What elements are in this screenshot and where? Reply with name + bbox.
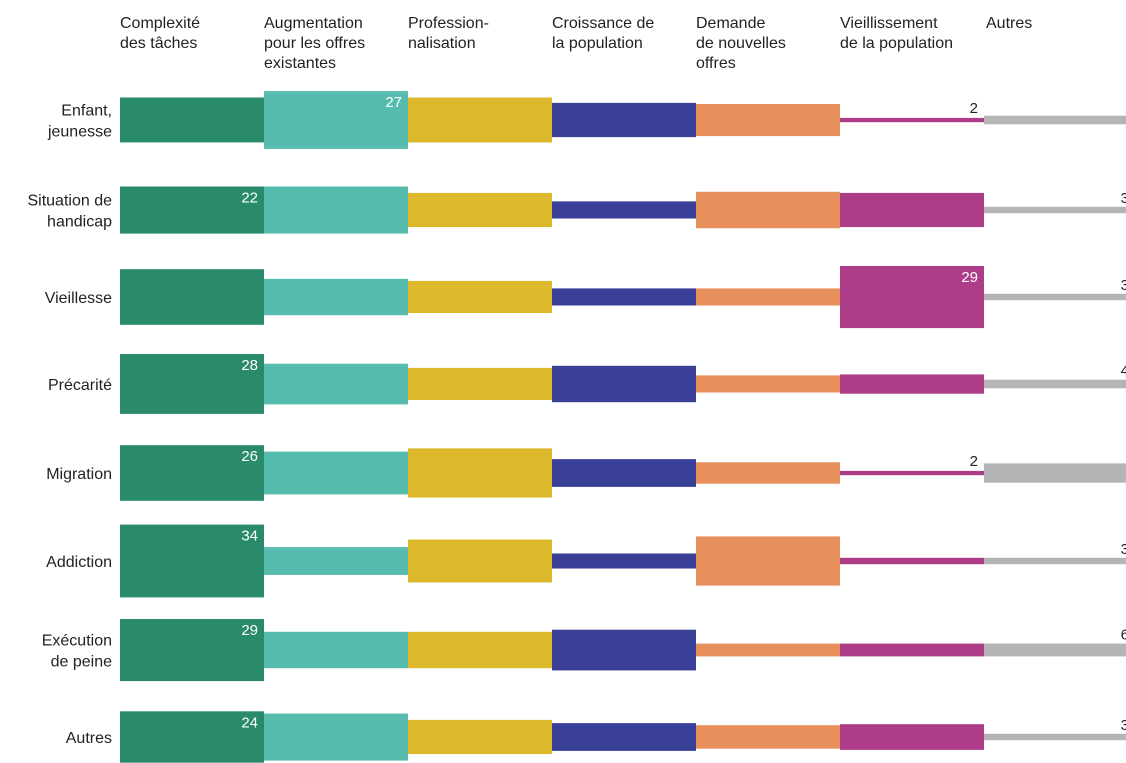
value-label: 27	[385, 94, 402, 111]
category-row: Précarité 28 4	[48, 354, 1126, 414]
value-label: 29	[241, 622, 258, 639]
bar-segment	[264, 91, 408, 149]
bar-segment	[984, 379, 1126, 389]
value-label: 2	[970, 453, 978, 470]
row-label: Vieillesse	[45, 290, 112, 307]
bar-segment	[120, 186, 264, 234]
column-header-2: Augmentation pour les offres existantes	[264, 15, 365, 72]
category-row: Exécution de peine 29 6	[42, 619, 1126, 682]
column-header-6: Vieillissement de la population	[840, 15, 953, 52]
column-header-5: Demande de nouvelles offres	[696, 15, 786, 72]
bar-segment	[984, 115, 1126, 125]
bar-segment	[264, 278, 408, 316]
bar-segment	[264, 547, 408, 575]
column-headers: Complexité des tâches Augmentation pour les…	[120, 15, 1032, 72]
bar-segment	[840, 557, 984, 565]
bar-segment	[264, 451, 408, 495]
category-row: Autres 24 3	[66, 711, 1126, 763]
bar-segment	[120, 445, 264, 501]
column-header-3: Profession-nalisation	[408, 15, 489, 52]
bar-segment	[264, 713, 408, 761]
bar-segment	[984, 293, 1126, 301]
bar-segment	[984, 643, 1126, 657]
row-label: Exécution de peine	[42, 633, 112, 671]
value-label: 4	[1121, 363, 1126, 380]
bar-segment	[840, 643, 984, 657]
bar-segment	[408, 280, 552, 313]
bar-segment	[696, 191, 840, 229]
bar-segment	[552, 365, 696, 403]
bar-segment	[408, 367, 552, 400]
bar-segment	[696, 462, 840, 484]
bar-segment	[408, 539, 552, 583]
value-label: 2	[970, 100, 978, 117]
row-label: Précarité	[48, 377, 112, 394]
value-label: 29	[961, 269, 978, 286]
row-label: Addiction	[46, 554, 112, 571]
bar-segment	[696, 536, 840, 586]
bar-segment	[408, 192, 552, 228]
bar-segment	[696, 104, 840, 137]
bar-segment	[552, 553, 696, 569]
row-label: Enfant, jeunesse	[47, 103, 112, 141]
bar-segment	[840, 192, 984, 228]
bar-segment	[696, 643, 840, 657]
category-row: Migration 26 2	[46, 445, 1126, 501]
bar-segment	[696, 288, 840, 306]
bar-segment	[120, 524, 264, 598]
bar-segment	[264, 186, 408, 234]
bar-segment	[408, 448, 552, 498]
bar-segment	[408, 719, 552, 755]
bar-segment	[696, 725, 840, 749]
bar-segment	[552, 102, 696, 138]
value-label: 3	[1121, 277, 1126, 294]
bar-segment	[984, 557, 1126, 565]
bar-segment	[840, 724, 984, 750]
bar-segment	[552, 723, 696, 751]
bar-segment	[840, 374, 984, 394]
bar-segment	[696, 375, 840, 393]
row-label: Migration	[46, 466, 112, 483]
bar-segment	[120, 97, 264, 143]
bar-segment	[552, 629, 696, 671]
bar-segment	[552, 201, 696, 219]
column-header-4: Croissance de la population	[552, 15, 654, 52]
category-row: Situation de handicap 22 3	[27, 186, 1126, 234]
bar-segment	[984, 206, 1126, 214]
bar-segment	[120, 269, 264, 325]
row-label: Situation de handicap	[27, 193, 112, 231]
bar-segment	[120, 354, 264, 414]
value-label: 24	[241, 714, 258, 731]
value-label: 3	[1121, 541, 1126, 558]
bar-segment	[552, 288, 696, 306]
category-row: Addiction 34 3	[46, 524, 1126, 598]
category-row: Enfant, jeunesse 27 2	[47, 91, 1126, 149]
bar-segment	[408, 631, 552, 669]
bar-segment	[840, 266, 984, 329]
bar-segment	[840, 117, 984, 123]
column-header-1: Complexité des tâches	[120, 15, 200, 52]
bar-segment	[408, 97, 552, 143]
value-label: 3	[1121, 190, 1126, 207]
column-header-7: Autres	[986, 15, 1032, 32]
value-label: 34	[241, 528, 258, 545]
bar-segment	[120, 711, 264, 763]
value-label: 28	[241, 357, 258, 374]
bar-segment	[840, 470, 984, 476]
bar-segment	[984, 733, 1126, 741]
value-label: 22	[241, 190, 258, 207]
bar-segment	[120, 619, 264, 682]
value-label: 6	[1121, 627, 1126, 644]
row-label: Autres	[66, 730, 112, 747]
bar-segment	[552, 459, 696, 487]
category-row: Vieillesse 29 3	[45, 266, 1126, 329]
bar-segment	[984, 463, 1126, 483]
value-label: 3	[1121, 717, 1126, 734]
value-label: 26	[241, 448, 258, 465]
bar-segment	[264, 631, 408, 669]
bar-segment	[264, 363, 408, 405]
